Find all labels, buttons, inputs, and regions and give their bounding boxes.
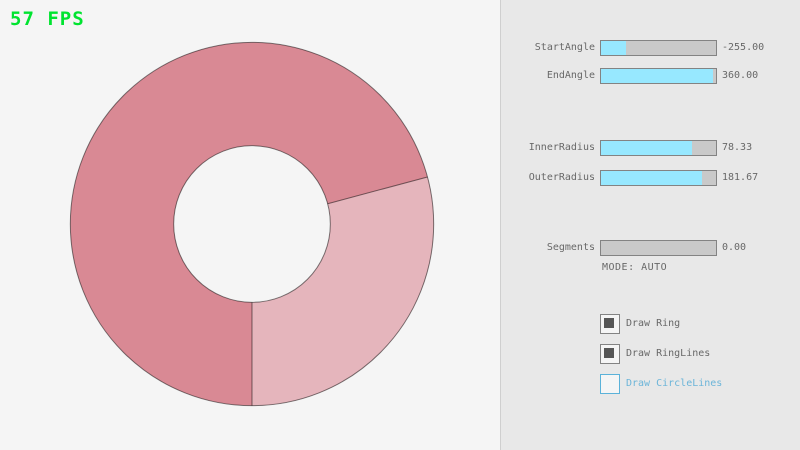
draw-ringlines-label: Draw RingLines	[626, 348, 711, 359]
checkbox-check-icon	[604, 318, 614, 328]
start-angle-label: StartAngle	[534, 42, 595, 53]
segments-mode-text: MODE: AUTO	[602, 262, 668, 273]
outer-radius-value: 181.67	[722, 172, 759, 183]
draw-ringlines-row: Draw RingLines	[0, 344, 800, 364]
controls-panel	[500, 0, 800, 450]
inner-radius-slider-fill	[601, 141, 692, 155]
draw-ring-row: Draw Ring	[0, 314, 800, 334]
outer-radius-label: OuterRadius	[528, 172, 595, 183]
end-angle-slider[interactable]	[600, 68, 717, 84]
outer-radius-row: OuterRadius 181.67	[0, 170, 800, 186]
segments-value: 0.00	[722, 242, 747, 253]
draw-ring-label: Draw Ring	[626, 318, 681, 329]
inner-radius-value: 78.33	[722, 142, 753, 153]
fps-counter: 57 FPS	[10, 8, 85, 30]
end-angle-slider-fill	[601, 69, 713, 83]
draw-circlelines-label: Draw CircleLines	[626, 378, 723, 389]
draw-ringlines-checkbox[interactable]	[600, 344, 620, 364]
start-angle-value: -255.00	[722, 42, 765, 53]
draw-ring-checkbox[interactable]	[600, 314, 620, 334]
checkbox-check-icon	[604, 348, 614, 358]
end-angle-label: EndAngle	[546, 70, 595, 81]
draw-circlelines-checkbox[interactable]	[600, 374, 620, 394]
start-angle-row: StartAngle -255.00	[0, 40, 800, 56]
end-angle-row: EndAngle 360.00	[0, 68, 800, 84]
segments-row: Segments 0.00	[0, 240, 800, 256]
end-angle-value: 360.00	[722, 70, 759, 81]
segments-slider[interactable]	[600, 240, 717, 256]
inner-radius-slider[interactable]	[600, 140, 717, 156]
outer-radius-slider[interactable]	[600, 170, 717, 186]
inner-radius-label: InnerRadius	[528, 142, 595, 153]
outer-radius-slider-fill	[601, 171, 703, 185]
inner-radius-row: InnerRadius 78.33	[0, 140, 800, 156]
draw-circlelines-row: Draw CircleLines	[0, 374, 800, 394]
start-angle-slider-fill	[601, 41, 627, 55]
segments-label: Segments	[546, 242, 595, 253]
start-angle-slider[interactable]	[600, 40, 717, 56]
